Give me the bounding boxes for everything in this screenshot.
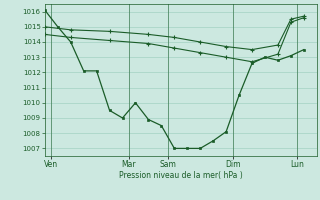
X-axis label: Pression niveau de la mer( hPa ): Pression niveau de la mer( hPa ) [119,171,243,180]
